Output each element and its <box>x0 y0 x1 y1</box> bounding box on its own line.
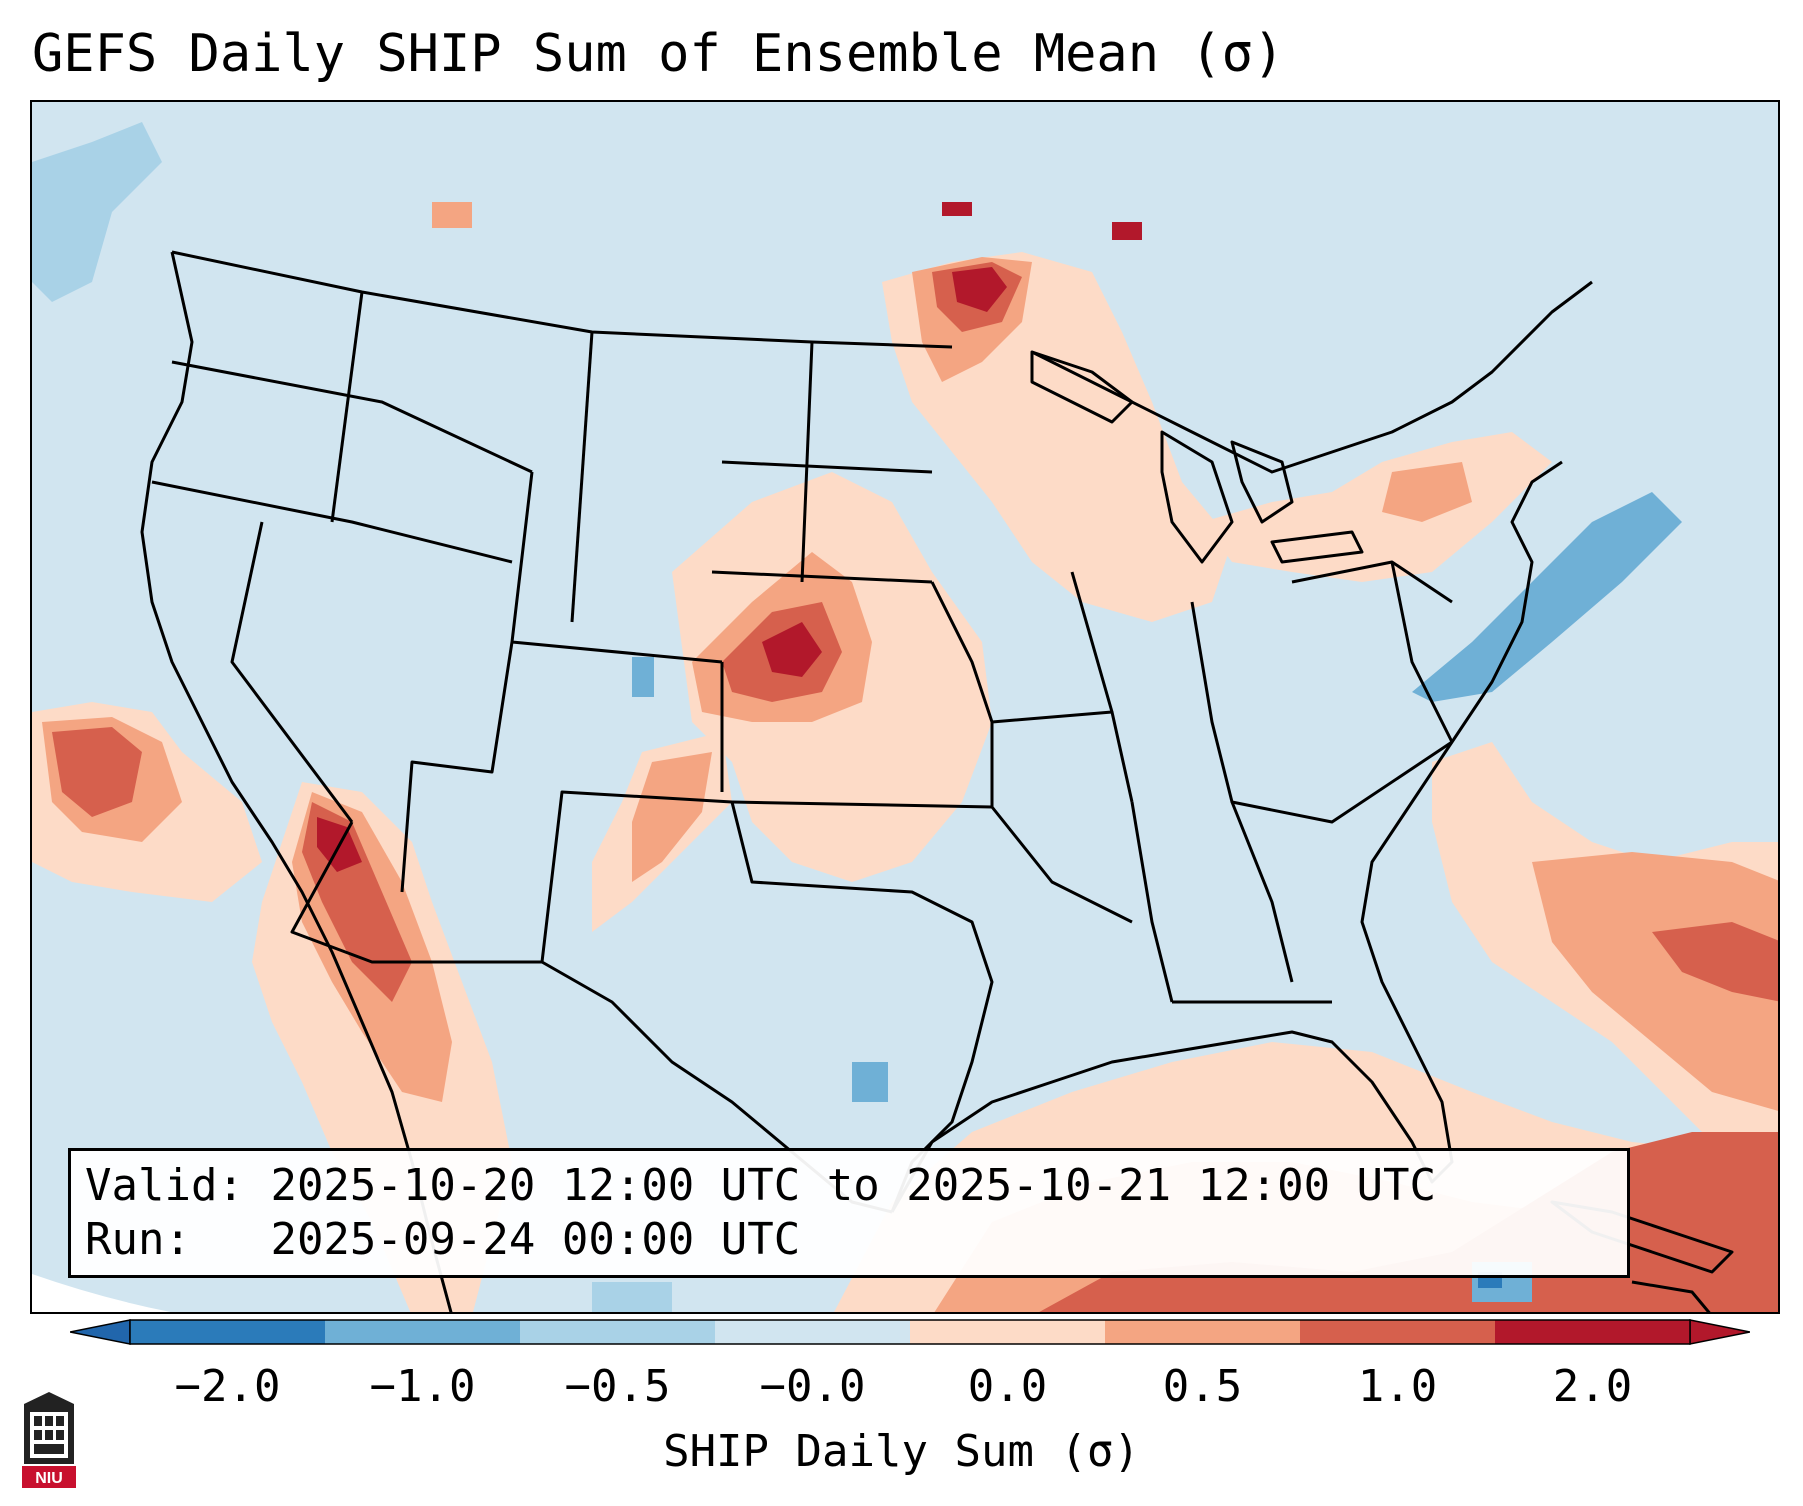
run-label: Run: <box>85 1214 191 1265</box>
hudson-red-patch <box>1112 222 1142 240</box>
mt-border <box>570 331 594 623</box>
or-ca-border <box>151 480 513 564</box>
valid-row: Valid: 2025-10-20 12:00 UTC to 2025-10-2… <box>85 1159 1613 1213</box>
canada-red-patch <box>432 202 472 228</box>
pacific-blue-field <box>32 122 162 302</box>
colorbar-segment <box>325 1320 521 1344</box>
lake-erie <box>1270 530 1364 564</box>
colorbar-extend-max <box>1689 1319 1750 1345</box>
ut-co-border <box>400 641 514 893</box>
ga-border <box>1230 801 1294 983</box>
va-border <box>1390 561 1454 743</box>
sd-ne-border <box>711 570 933 584</box>
projection-corner-left <box>32 1274 171 1312</box>
logo-text: NIU <box>35 1470 63 1487</box>
run-value: 2025-09-24 00:00 UTC <box>270 1214 801 1265</box>
pacific-red-field-dark <box>52 727 142 817</box>
colorbar-tick-label: 1.0 <box>1357 1361 1438 1412</box>
valid-value: 2025-10-20 12:00 UTC to 2025-10-21 12:00… <box>270 1160 1437 1211</box>
atlantic-red-field-dark <box>1652 922 1778 1002</box>
colorbar-segment <box>910 1320 1106 1344</box>
colorbar-segment <box>1105 1320 1301 1344</box>
colorbar-tick-label: −0.0 <box>759 1361 866 1412</box>
atlantic-red-field <box>1532 852 1778 1111</box>
colorbar-extend-min <box>70 1319 131 1345</box>
colorbar-tick-label: 0.5 <box>1162 1361 1243 1412</box>
colorbar-label: SHIP Daily Sum (σ) <box>663 1426 1140 1477</box>
colorbar-tick-label: −1.0 <box>369 1361 476 1412</box>
nv-border <box>230 521 354 823</box>
nm-red-field <box>632 752 712 882</box>
north-red-patch <box>942 202 972 216</box>
atlantic-blue-field <box>1412 492 1682 702</box>
id-border <box>330 291 364 523</box>
niu-logo-icon: NIU <box>22 1392 76 1488</box>
colorbar-segment <box>1495 1320 1691 1344</box>
wi-border <box>1070 571 1114 713</box>
colorbar-tick-label: 2.0 <box>1552 1361 1633 1412</box>
colorbar-segment <box>715 1320 911 1344</box>
lakes-red-field-darkest <box>952 267 1007 312</box>
plains-red-field-darkest <box>762 622 822 677</box>
colorado-blue-patch <box>632 657 654 697</box>
run-row: Run: 2025-09-24 00:00 UTC <box>85 1213 1613 1267</box>
valid-label: Valid: <box>85 1160 244 1211</box>
ms-al-border <box>1130 801 1174 1003</box>
chart-title: GEFS Daily SHIP Sum of Ensemble Mean (σ) <box>32 24 1285 84</box>
colorbar-outline <box>129 1319 1691 1345</box>
colorbar-segment <box>130 1320 326 1344</box>
east-gulf-coastline <box>890 460 1563 1213</box>
ok-ks-border <box>731 800 993 809</box>
lake-huron <box>1230 440 1294 524</box>
mo-border <box>930 581 994 807</box>
colorbar-segment <box>520 1320 716 1344</box>
valid-run-info-box: Valid: 2025-10-20 12:00 UTC to 2025-10-2… <box>68 1148 1630 1278</box>
mexico-blue-patch <box>592 1282 672 1312</box>
colorbar-tick-label: 0.0 <box>967 1361 1048 1412</box>
ar-border <box>990 806 1133 924</box>
nd-sd-border <box>721 460 933 474</box>
west-coastline <box>140 251 453 1312</box>
colorbar-segment <box>1300 1320 1496 1344</box>
lake-michigan <box>1160 430 1234 564</box>
texas-blue-patch <box>852 1062 888 1102</box>
northeast-red-field <box>1382 462 1472 522</box>
colorbar <box>70 1319 1750 1345</box>
colorbar-tick-label: −2.0 <box>174 1361 281 1412</box>
lake-superior <box>1030 350 1134 424</box>
nd-border <box>800 341 814 583</box>
wa-or-border <box>171 360 533 474</box>
canada-border-east <box>1031 280 1593 474</box>
az-border <box>290 821 542 964</box>
hispaniola-outline <box>1631 1280 1711 1312</box>
northeast-red-field-light <box>1202 432 1552 582</box>
map-panel <box>30 100 1780 1314</box>
map-canvas <box>32 102 1778 1312</box>
colorbar-tick-label: −0.5 <box>564 1361 671 1412</box>
nm-border <box>540 790 733 963</box>
